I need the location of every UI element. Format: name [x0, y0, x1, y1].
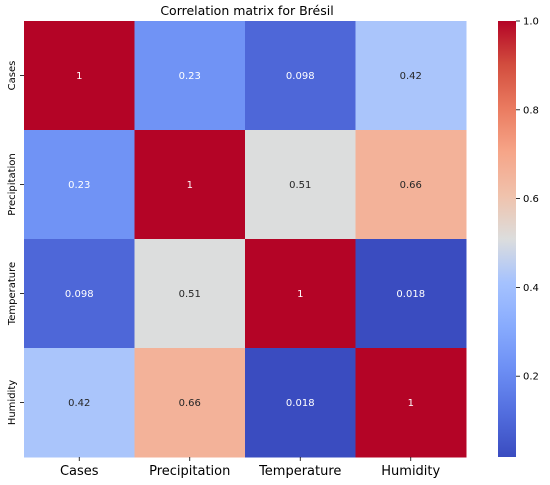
heatmap-cell [245, 130, 356, 240]
cell-value-label: 0.098 [65, 289, 94, 300]
heatmap-cell [24, 239, 135, 349]
x-tick-label: Cases [60, 464, 99, 479]
heatmap-cell [245, 21, 356, 131]
heatmap-cell [245, 348, 356, 458]
cell-value-label: 0.66 [400, 180, 422, 191]
heatmap-cell [245, 239, 356, 349]
cell-value-label: 0.23 [68, 180, 90, 191]
cell-value-label: 0.42 [400, 71, 422, 82]
y-tick-label: Precipitation [7, 153, 18, 216]
y-tick-label: Temperature [7, 262, 18, 326]
heatmap-cell [134, 239, 246, 349]
cell-value-label: 0.018 [396, 289, 425, 300]
cell-value-label: 0.42 [68, 398, 90, 409]
y-tick-label: Humidity [7, 380, 18, 425]
chart-title: Correlation matrix for Brésil [160, 3, 333, 18]
colorbar-tick-label: 0.4 [523, 283, 539, 294]
colorbar-tick-label: 0.6 [523, 194, 539, 205]
cell-value-label: 0.51 [179, 289, 201, 300]
cell-value-label: 0.66 [179, 398, 201, 409]
heatmap-cell [24, 130, 135, 240]
cell-value-label: 1 [76, 71, 82, 82]
heatmap-cell [134, 348, 246, 458]
colorbar [498, 21, 516, 457]
heatmap-cell [355, 239, 467, 349]
cell-value-label: 1 [408, 398, 414, 409]
colorbar-tick-label: 0.8 [523, 105, 539, 116]
heatmap-cell [355, 21, 467, 131]
cell-value-label: 1 [187, 180, 193, 191]
x-tick-label: Humidity [381, 464, 440, 479]
x-tick-label: Precipitation [149, 464, 230, 479]
cell-value-label: 0.018 [286, 398, 315, 409]
x-tick-label: Temperature [258, 464, 341, 479]
heatmap-cell [24, 348, 135, 458]
heatmap-cell [355, 130, 467, 240]
heatmap-cell [24, 21, 135, 131]
cell-value-label: 0.51 [289, 180, 311, 191]
y-tick-label: Cases [7, 61, 18, 91]
cell-value-label: 1 [297, 289, 303, 300]
colorbar-tick-label: 0.2 [523, 372, 539, 383]
heatmap-cell [134, 21, 246, 131]
cell-value-label: 0.098 [286, 71, 315, 82]
heatmap-cell [355, 348, 467, 458]
colorbar-tick-label: 1.0 [523, 17, 539, 28]
heatmap-cell [134, 130, 246, 240]
cell-value-label: 0.23 [179, 71, 201, 82]
